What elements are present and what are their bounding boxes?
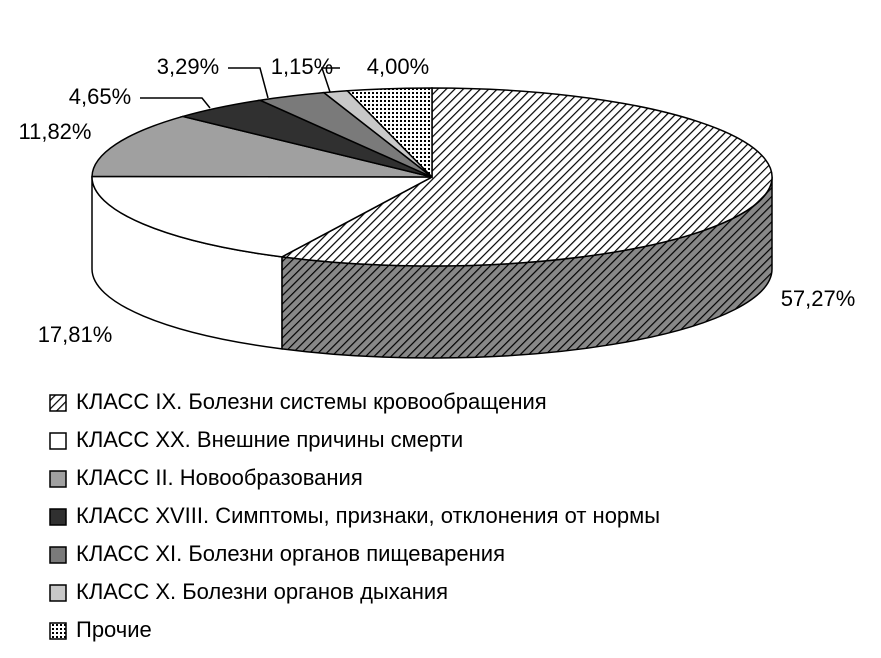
legend-swatch	[49, 394, 67, 412]
legend-swatch	[49, 546, 67, 564]
data-label: 17,81%	[38, 322, 113, 347]
legend-swatch	[49, 470, 67, 488]
data-label: 11,82%	[19, 119, 92, 144]
data-label: 3,29%	[157, 54, 219, 79]
data-label: 57,27%	[781, 286, 856, 311]
legend-label: КЛАСС II. Новообразования	[76, 465, 363, 490]
leader-line	[140, 97, 211, 109]
data-label: 4,65%	[69, 84, 131, 109]
data-label: 4,00%	[367, 54, 429, 79]
legend-label: КЛАСС XVIII. Симптомы, признаки, отклоне…	[76, 503, 660, 528]
pie-slice	[91, 115, 433, 178]
legend-swatch	[49, 622, 67, 640]
pie-slice	[279, 87, 773, 267]
legend-label: КЛАСС IX. Болезни системы кровообращения	[76, 389, 547, 414]
pie-slice	[345, 87, 433, 179]
data-label: 1,15%	[271, 54, 333, 79]
legend-swatch	[49, 584, 67, 602]
legend-label: КЛАСС XX. Внешние причины смерти	[76, 427, 463, 452]
legend-label: Прочие	[76, 617, 152, 642]
leader-line	[320, 67, 340, 93]
pie-slice	[91, 175, 433, 258]
legend-label: КЛАСС XI. Болезни органов пищеварения	[76, 541, 505, 566]
legend-label: КЛАСС X. Болезни органов дыхания	[76, 579, 448, 604]
legend-swatch	[49, 432, 67, 450]
legend-swatch	[49, 508, 67, 526]
leader-line	[228, 67, 269, 99]
